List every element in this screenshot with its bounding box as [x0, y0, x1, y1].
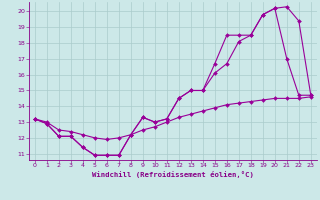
X-axis label: Windchill (Refroidissement éolien,°C): Windchill (Refroidissement éolien,°C) [92, 171, 254, 178]
